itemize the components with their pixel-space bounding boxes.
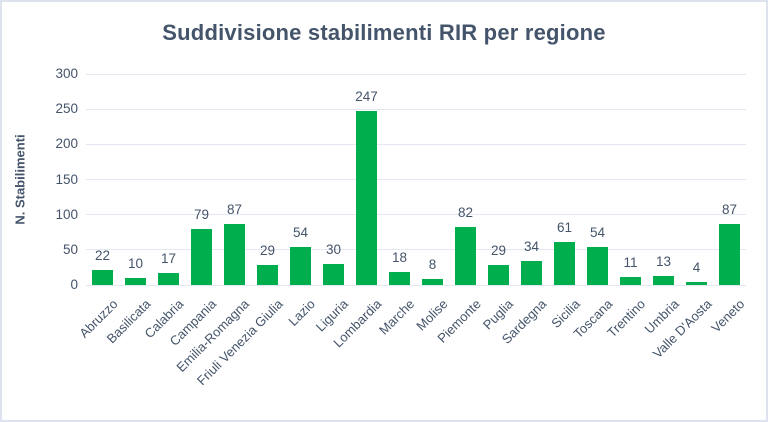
bar	[719, 223, 740, 285]
bar-value-label: 61	[556, 220, 573, 236]
bar	[686, 282, 707, 285]
bar	[290, 247, 311, 285]
bar-value-label: 29	[259, 242, 276, 258]
bar-value-label: 54	[589, 225, 606, 241]
y-tick-label: 100	[55, 206, 78, 222]
gridline	[86, 249, 746, 251]
bar-value-label: 4	[692, 260, 701, 276]
y-tick-label: 0	[70, 277, 78, 292]
bar-value-label: 34	[523, 239, 540, 255]
bar	[521, 261, 542, 285]
bar-value-label: 30	[325, 241, 342, 257]
bar	[323, 263, 344, 285]
bar	[422, 279, 443, 285]
bar-value-label: 17	[160, 251, 177, 267]
bar-value-label: 22	[94, 247, 111, 263]
bar-value-label: 8	[428, 257, 437, 273]
bar-value-label: 10	[127, 255, 144, 271]
y-tick-label: 200	[55, 136, 78, 152]
y-tick-label: 50	[62, 241, 78, 257]
chart-title: Suddivisione stabilimenti RIR per region…	[162, 20, 606, 45]
y-tick-label: 150	[55, 171, 78, 187]
gridline	[86, 214, 746, 216]
bar-value-label: 79	[193, 207, 210, 223]
bar	[158, 273, 179, 285]
bar	[587, 247, 608, 285]
bar-value-label: 13	[655, 253, 672, 269]
bar-value-label: 247	[355, 89, 378, 105]
y-tick-label: 300	[55, 66, 78, 81]
y-tick-label: 250	[55, 101, 78, 117]
bar	[191, 229, 212, 285]
x-axis-label: Marche	[376, 296, 418, 338]
bar	[554, 242, 575, 285]
bar	[224, 223, 245, 285]
bar-value-label: 54	[292, 225, 309, 241]
bar	[257, 264, 278, 285]
bar	[620, 277, 641, 285]
bar-value-label: 11	[623, 255, 638, 271]
gridline	[86, 108, 746, 110]
bar-value-label: 87	[721, 201, 738, 217]
bar	[455, 227, 476, 285]
bar	[125, 277, 146, 285]
bar	[653, 275, 674, 285]
gridline	[86, 73, 746, 75]
bar-value-label: 18	[391, 250, 408, 266]
gridline	[86, 143, 746, 145]
gridline	[86, 179, 746, 180]
bar	[488, 264, 509, 285]
gridline	[86, 284, 746, 286]
bar-value-label: 82	[457, 205, 474, 221]
bar	[92, 269, 113, 285]
bar	[389, 272, 410, 285]
bar	[356, 111, 377, 285]
bar-value-label: 29	[490, 242, 507, 258]
x-axis-label: Veneto	[708, 296, 748, 336]
bar-value-label: 87	[226, 201, 243, 217]
